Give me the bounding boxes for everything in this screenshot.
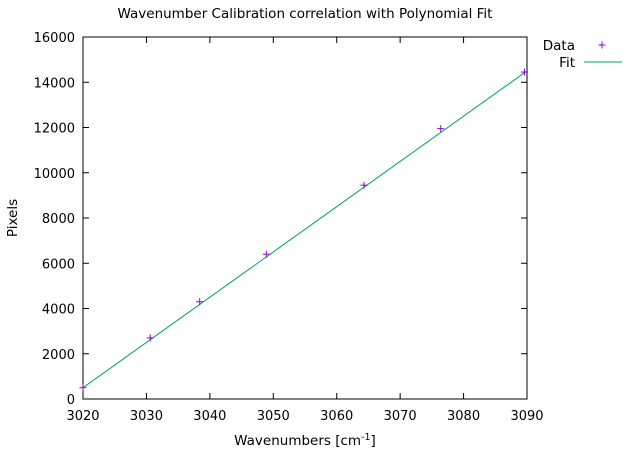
y-tick-label: 2000 — [42, 348, 75, 363]
x-tick-label: 3090 — [510, 409, 543, 424]
x-tick-label: 3030 — [130, 409, 163, 424]
legend-marker-data — [598, 41, 606, 49]
data-point — [437, 125, 445, 133]
x-tick-label: 3020 — [66, 409, 99, 424]
y-tick-label: 6000 — [42, 257, 75, 272]
x-tick-label: 3050 — [257, 409, 290, 424]
x-axis-title-superscript: -1 — [361, 432, 370, 443]
x-axis-title-end: ] — [371, 433, 376, 449]
x-tick-label: 3080 — [447, 409, 480, 424]
x-tick-label: 3060 — [320, 409, 353, 424]
data-point — [360, 181, 368, 189]
x-axis-title: Wavenumbers [cm-1] — [234, 432, 376, 449]
y-tick-label: 10000 — [34, 167, 75, 182]
axes: 3020 3030 3040 3050 3060 3070 3080 3090 0 2000 400… — [34, 31, 544, 424]
y-tick-label: 4000 — [42, 303, 75, 318]
legend-label-fit: Fit — [559, 55, 575, 71]
data-point — [196, 298, 204, 306]
data-point — [79, 384, 87, 392]
x-tick-label: 3040 — [193, 409, 226, 424]
y-tick-label: 12000 — [34, 122, 75, 137]
y-tick-label: 14000 — [34, 76, 75, 91]
series-layer — [79, 68, 528, 392]
x-axis-title-main: Wavenumbers [cm — [234, 433, 361, 449]
chart-title: Wavenumber Calibration correlation with … — [118, 6, 493, 22]
fit-line — [82, 70, 528, 389]
x-tick-label: 3070 — [384, 409, 417, 424]
data-point — [146, 334, 154, 342]
plot-frame — [82, 36, 528, 400]
y-tick-label: 0 — [67, 393, 75, 408]
y-tick-label: 16000 — [34, 31, 75, 46]
data-point — [520, 68, 528, 76]
y-axis-title: Pixels — [5, 199, 21, 237]
legend-label-data: Data — [543, 38, 575, 54]
y-tick-label: 8000 — [42, 212, 75, 227]
data-point — [262, 250, 270, 258]
